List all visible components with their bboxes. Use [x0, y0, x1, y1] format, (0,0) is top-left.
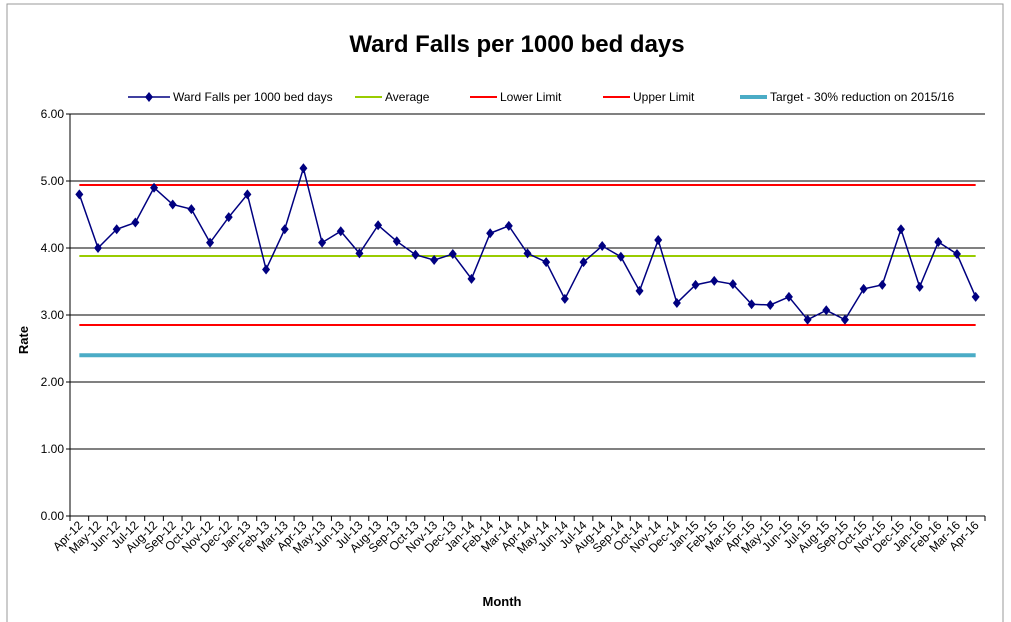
y-tick-label: 0.00 [41, 509, 65, 523]
data-point [374, 220, 383, 231]
data-point [318, 237, 327, 248]
data-point [187, 204, 196, 215]
data-point [206, 237, 215, 248]
data-point [747, 299, 756, 310]
data-point [486, 228, 495, 239]
data-point [598, 240, 607, 251]
y-tick-label: 3.00 [41, 308, 65, 322]
data-point [654, 234, 663, 245]
data-point [523, 248, 532, 259]
data-point [878, 279, 887, 290]
data-point [971, 291, 980, 302]
y-tick-label: 2.00 [41, 375, 65, 389]
legend-label: Lower Limit [500, 90, 562, 104]
chart-title: Ward Falls per 1000 bed days [349, 31, 684, 58]
data-point [784, 291, 793, 302]
legend-label: Target - 30% reduction on 2015/16 [770, 90, 954, 104]
y-tick-label: 4.00 [41, 241, 65, 255]
data-point [672, 297, 681, 308]
legend-label: Upper Limit [633, 90, 695, 104]
data-point [691, 279, 700, 290]
data-point [299, 163, 308, 174]
legend-marker [145, 92, 153, 102]
data-point [94, 243, 103, 253]
data-point [579, 257, 588, 268]
data-point [840, 314, 849, 325]
data-point [355, 248, 364, 259]
data-point [560, 293, 569, 304]
data-point [336, 226, 345, 237]
legend-label: Average [385, 90, 430, 104]
x-axis-title: Month [483, 594, 522, 609]
data-point [803, 314, 812, 325]
y-tick-label: 6.00 [41, 107, 65, 121]
y-tick-label: 1.00 [41, 442, 65, 456]
data-point [168, 199, 177, 210]
data-line [78, 165, 977, 321]
data-point [766, 299, 775, 310]
data-point [112, 224, 121, 235]
y-axis-title: Rate [16, 326, 31, 354]
data-point [467, 273, 476, 284]
data-point [411, 249, 420, 260]
data-point [243, 189, 252, 200]
data-point [430, 255, 439, 266]
data-point [822, 305, 831, 316]
data-point [504, 220, 513, 231]
data-point [896, 224, 905, 235]
chart-frame [6, 3, 1004, 622]
data-point [934, 236, 943, 247]
data-point [224, 212, 233, 223]
legend-label: Ward Falls per 1000 bed days [173, 90, 333, 104]
data-point [616, 251, 625, 262]
data-point [262, 264, 271, 275]
data-point [915, 281, 924, 292]
y-tick-label: 5.00 [41, 174, 65, 188]
data-point [150, 182, 159, 193]
data-point [75, 189, 84, 200]
data-point [728, 279, 737, 290]
data-point [542, 257, 551, 268]
data-point [710, 275, 719, 286]
data-point [859, 283, 868, 294]
data-point [392, 236, 401, 247]
data-point [131, 217, 140, 228]
data-point [448, 249, 457, 260]
data-point [635, 285, 644, 296]
data-point [280, 224, 289, 235]
data-point [952, 249, 961, 260]
